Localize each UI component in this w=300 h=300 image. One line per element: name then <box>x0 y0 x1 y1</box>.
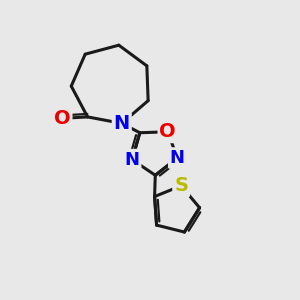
Text: N: N <box>170 149 185 167</box>
Text: N: N <box>114 114 130 133</box>
Text: S: S <box>174 176 188 195</box>
Text: N: N <box>124 151 140 169</box>
Text: O: O <box>54 109 70 128</box>
Text: O: O <box>159 122 176 141</box>
